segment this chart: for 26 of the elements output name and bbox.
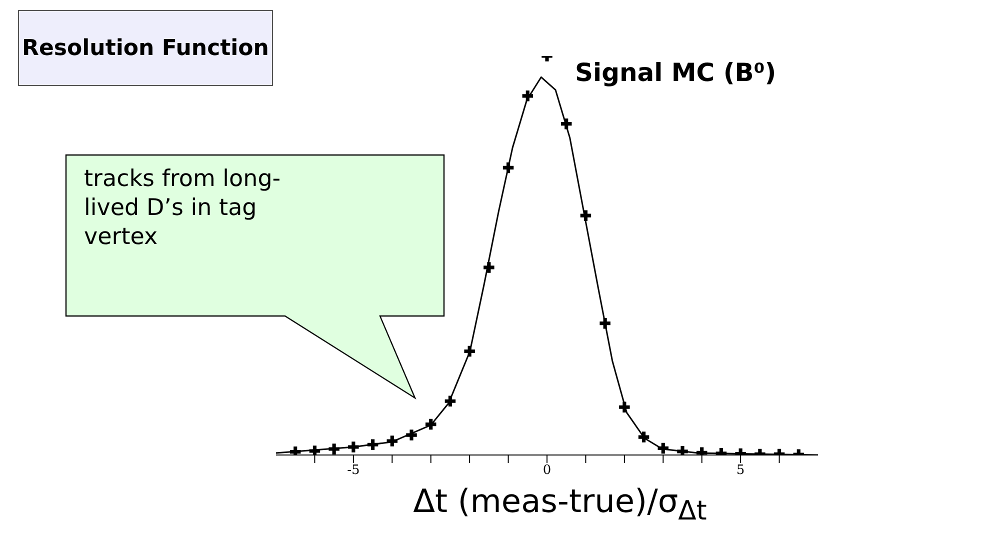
point	[367, 439, 378, 450]
point	[560, 118, 572, 130]
point	[328, 444, 340, 454]
annotation: tracks from long-lived D’s in tag vertex	[84, 165, 282, 252]
point	[677, 446, 688, 455]
point	[638, 432, 650, 442]
point	[406, 430, 417, 440]
point	[658, 442, 669, 454]
point	[464, 346, 475, 357]
point	[309, 446, 320, 455]
x-tick-label: -5	[347, 463, 360, 478]
point	[444, 396, 456, 406]
point	[580, 210, 592, 221]
point	[600, 318, 610, 329]
chart-subtitle: Signal MC (B⁰)	[575, 58, 778, 87]
x-axis-title: Δt (meas-true)/σ$_{Δt}$	[412, 482, 708, 526]
point	[386, 436, 398, 446]
point	[619, 402, 630, 412]
x-tick-label: 0	[542, 463, 552, 478]
point	[425, 418, 436, 430]
x-tick-label: 5	[736, 463, 745, 478]
point	[502, 162, 514, 174]
chart-title: Resolution Function	[18, 10, 273, 86]
point	[484, 262, 494, 273]
point	[348, 442, 359, 452]
point	[522, 90, 534, 102]
